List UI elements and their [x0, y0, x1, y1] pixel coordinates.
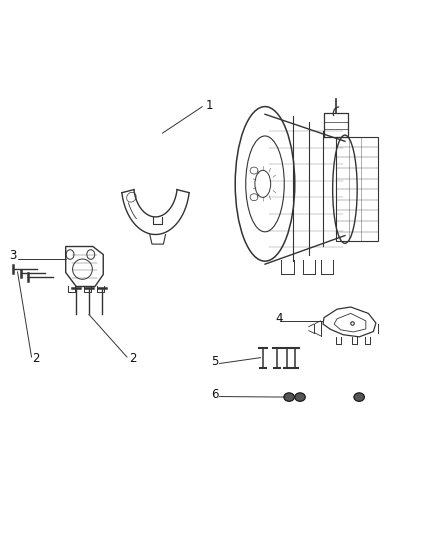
Ellipse shape [284, 393, 294, 401]
Text: 2: 2 [32, 352, 40, 365]
Text: 3: 3 [10, 249, 17, 262]
Text: 1: 1 [206, 99, 213, 111]
Ellipse shape [295, 393, 305, 401]
Ellipse shape [354, 393, 364, 401]
Text: 5: 5 [212, 355, 219, 368]
Text: 6: 6 [212, 388, 219, 401]
Text: 2: 2 [129, 352, 137, 365]
Text: 4: 4 [275, 312, 283, 325]
